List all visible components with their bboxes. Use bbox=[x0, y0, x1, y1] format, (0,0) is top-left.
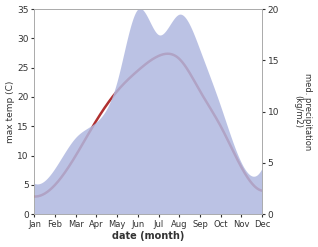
Y-axis label: med. precipitation
(kg/m2): med. precipitation (kg/m2) bbox=[293, 73, 313, 150]
X-axis label: date (month): date (month) bbox=[112, 231, 184, 242]
Y-axis label: max temp (C): max temp (C) bbox=[5, 80, 15, 143]
